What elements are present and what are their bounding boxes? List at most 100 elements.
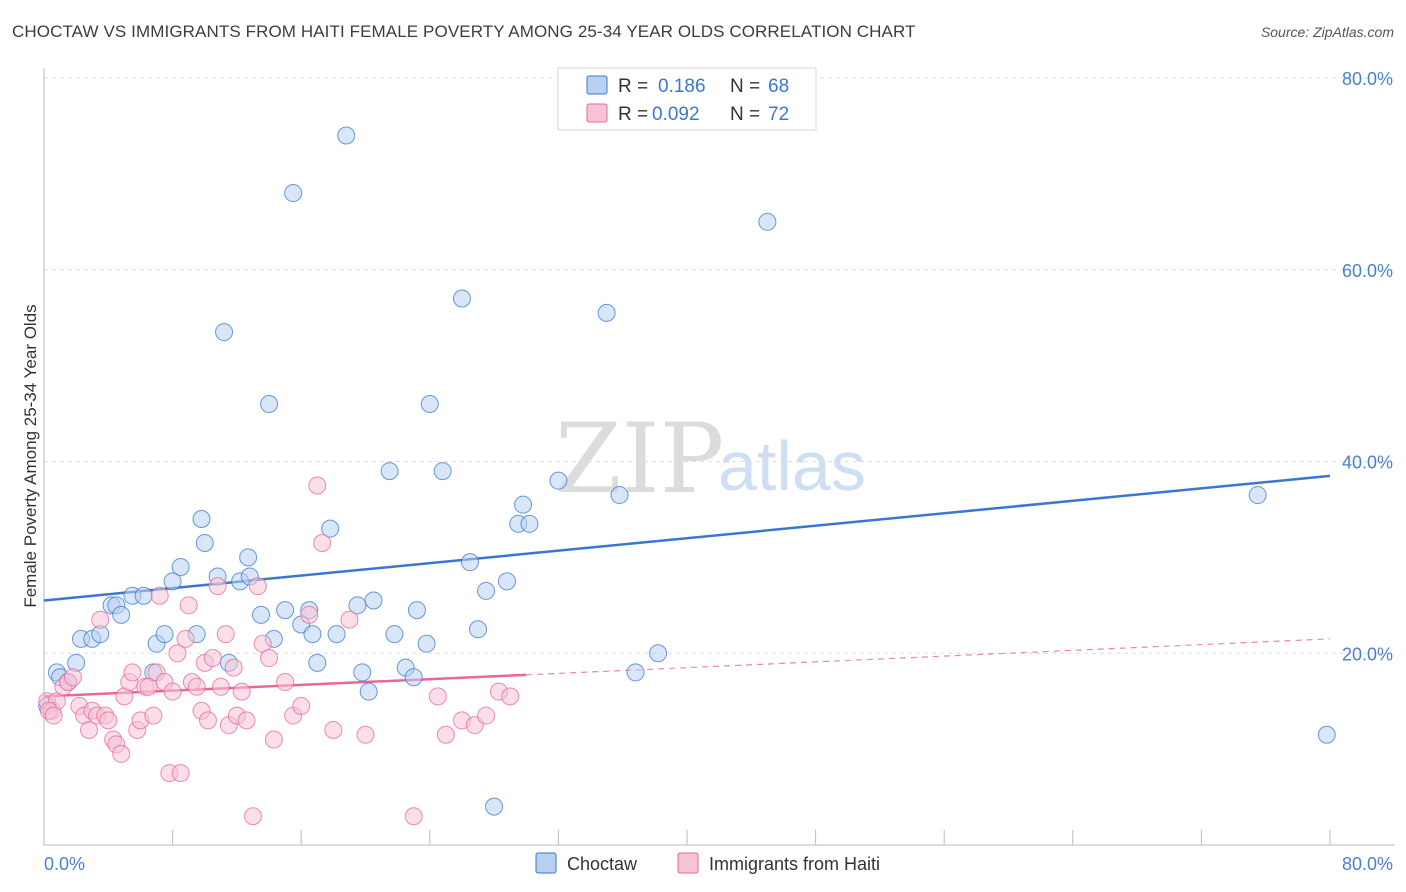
data-point-pink	[276, 673, 295, 692]
data-point-blue	[163, 572, 182, 591]
data-point-blue	[469, 620, 488, 639]
data-point-pink	[248, 577, 267, 596]
data-point-pink	[340, 610, 359, 629]
series-legend-label-choctaw: Choctaw	[567, 854, 638, 874]
data-point-blue	[1248, 486, 1267, 505]
data-point-blue	[215, 323, 234, 342]
data-point-blue	[353, 663, 372, 682]
data-point-blue	[649, 644, 668, 663]
data-point-pink	[63, 668, 82, 687]
data-point-pink	[477, 706, 496, 725]
data-point-blue	[1317, 725, 1336, 744]
data-point-pink	[324, 720, 343, 739]
watermark-atlas: atlas	[718, 427, 866, 505]
data-point-pink	[203, 649, 222, 668]
data-point-pink	[216, 625, 235, 644]
data-point-pink	[243, 807, 262, 826]
data-point-blue	[407, 601, 426, 620]
data-point-blue	[252, 605, 271, 624]
series-legend-swatch-haiti	[677, 852, 699, 874]
grid-lines	[44, 77, 1395, 654]
legend-n-value-2: 72	[768, 104, 789, 125]
data-point-blue	[155, 625, 174, 644]
data-point-pink	[44, 706, 63, 725]
watermark: ZIP atlas	[555, 403, 866, 515]
data-point-blue	[626, 663, 645, 682]
data-point-pink	[260, 649, 279, 668]
legend-n-value-1: 68	[768, 76, 789, 97]
series-legend-swatch-choctaw	[535, 852, 557, 874]
data-point-pink	[99, 711, 118, 730]
series-legend: Choctaw Immigrants from Haiti	[535, 852, 880, 874]
data-point-blue	[610, 486, 629, 505]
data-point-blue	[497, 572, 516, 591]
legend-r-value-2: 0.092	[652, 104, 700, 125]
series-legend-label-haiti: Immigrants from Haiti	[709, 854, 880, 874]
data-point-blue	[321, 519, 340, 538]
data-point-blue	[380, 462, 399, 481]
data-point-pink	[176, 629, 195, 648]
tick-labels: 20.0% 40.0% 60.0% 80.0% 0.0% 80.0%	[44, 69, 1393, 874]
data-point-blue	[112, 605, 131, 624]
y-tick-label: 20.0%	[1342, 644, 1393, 664]
data-point-blue	[171, 557, 190, 576]
data-point-pink	[123, 663, 142, 682]
data-point-blue	[485, 797, 504, 816]
correlation-legend: R = 0.186 N = 68 R = 0.092 N = 72	[557, 67, 817, 131]
data-point-pink	[150, 586, 169, 605]
data-point-pink	[232, 682, 251, 701]
data-point-pink	[292, 696, 311, 715]
data-point-pink	[163, 682, 182, 701]
x-tick-label: 0.0%	[44, 854, 85, 874]
data-point-blue	[359, 682, 378, 701]
data-point-pink	[187, 677, 206, 696]
data-point-blue	[134, 586, 153, 605]
data-point-blue	[284, 184, 303, 203]
data-point-pink	[80, 720, 99, 739]
x-tick-label: 80.0%	[1342, 854, 1393, 874]
data-point-blue	[364, 591, 383, 610]
data-point-blue	[758, 212, 777, 231]
data-point-pink	[308, 476, 327, 495]
data-point-blue	[452, 289, 471, 308]
data-point-blue	[385, 625, 404, 644]
legend-swatch-haiti	[586, 103, 608, 123]
data-point-blue	[192, 510, 211, 529]
data-point-pink	[224, 658, 243, 677]
source-credit: Source: ZipAtlas.com	[1260, 24, 1394, 40]
data-point-pink	[300, 605, 319, 624]
legend-swatch-choctaw	[586, 75, 608, 95]
data-point-blue	[477, 581, 496, 600]
data-point-pink	[264, 730, 283, 749]
data-point-blue	[460, 553, 479, 572]
watermark-zip: ZIP	[555, 403, 724, 515]
data-point-blue	[327, 625, 346, 644]
data-point-blue	[239, 548, 258, 567]
data-point-blue	[597, 303, 616, 322]
data-point-blue	[260, 394, 279, 413]
legend-r-value-1: 0.186	[658, 76, 706, 97]
data-point-pink	[313, 533, 332, 552]
data-point-pink	[168, 644, 187, 663]
data-point-blue	[404, 668, 423, 687]
data-point-pink	[501, 687, 520, 706]
legend-n-label-1: N =	[730, 76, 760, 97]
data-point-blue	[514, 495, 533, 514]
data-point-pink	[356, 725, 375, 744]
data-point-pink	[112, 744, 131, 763]
chart-title: CHOCTAW VS IMMIGRANTS FROM HAITI FEMALE …	[12, 22, 916, 41]
data-point-blue	[417, 634, 436, 653]
y-tick-label: 60.0%	[1342, 261, 1393, 281]
data-point-pink	[144, 706, 163, 725]
data-point-pink	[404, 807, 423, 826]
data-point-pink	[428, 687, 447, 706]
y-axis-title: Female Poverty Among 25-34 Year Olds	[21, 304, 40, 607]
data-point-blue	[303, 625, 322, 644]
data-point-pink	[91, 610, 110, 629]
data-point-pink	[436, 725, 455, 744]
data-point-pink	[198, 711, 217, 730]
data-point-pink	[179, 596, 198, 615]
data-point-blue	[549, 471, 568, 490]
data-point-blue	[420, 394, 439, 413]
